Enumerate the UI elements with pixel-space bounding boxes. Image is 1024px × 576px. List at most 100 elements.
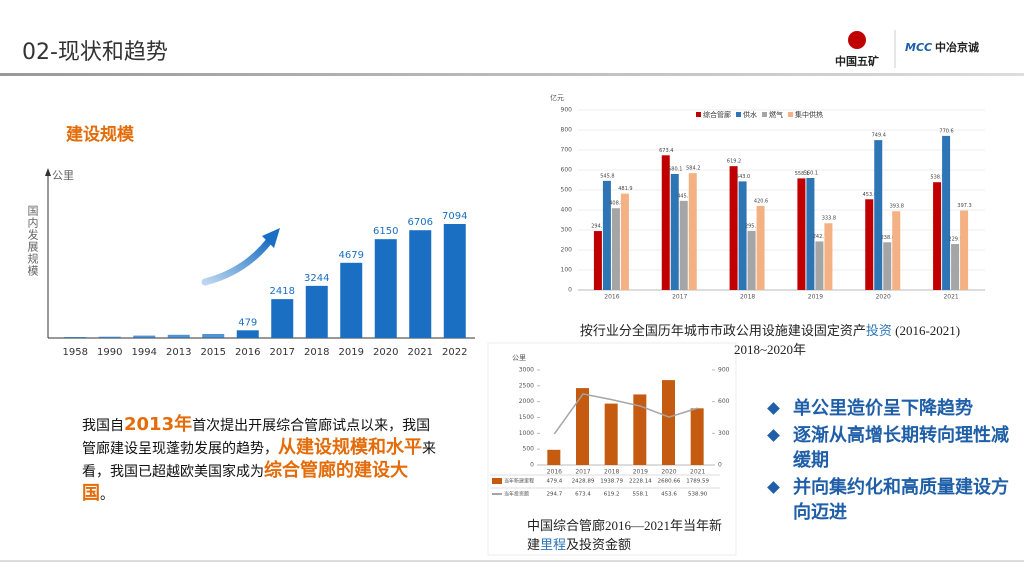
caption-line: 按行业分全国历年城市市政公用设施建设固定资产投资 (2016-2021) <box>520 320 1020 339</box>
slide-title: 02-现状和趋势 <box>22 40 168 65</box>
caption-line: 2018~2020年 <box>733 342 807 357</box>
bar <box>883 242 892 290</box>
bar <box>806 177 815 290</box>
caption-run: 里程 <box>540 537 567 552</box>
table-cell: 453.6 <box>661 492 677 498</box>
x-tick-label: 2018 <box>604 469 619 476</box>
bar <box>409 230 432 338</box>
x-tick-label: 2021 <box>408 347 433 358</box>
x-tick-label: 2019 <box>339 347 364 358</box>
y-tick-label: 400 <box>561 207 573 214</box>
x-tick-label: 1958 <box>63 347 88 358</box>
x-tick-label: 1990 <box>97 347 122 358</box>
data-label: 560.1 <box>804 170 818 176</box>
y2-tick-label: 0 <box>718 462 722 469</box>
data-label: 242.7 <box>813 234 827 240</box>
data-label: 543.0 <box>736 174 750 180</box>
bullet-list: 单公里造价呈下降趋势 逐渐从高增长期转向理性减缓期 并向集约化和高质量建设方向迈进 <box>765 396 1020 527</box>
y-tick-label: 1000 <box>519 430 534 437</box>
data-label: 397.3 <box>957 203 971 209</box>
bar <box>576 388 589 465</box>
bar <box>167 334 190 338</box>
data-label: 538.9 <box>930 175 944 181</box>
bar <box>202 333 225 338</box>
x-tick-label: 2019 <box>808 294 823 301</box>
x-tick-label: 2016 <box>547 469 562 476</box>
y2-tick-label: 300 <box>718 430 730 437</box>
bar <box>933 182 942 290</box>
bar <box>738 181 747 290</box>
y2-tick-label: 600 <box>718 398 730 405</box>
data-label: 333.8 <box>822 216 836 222</box>
data-label: 479 <box>238 317 257 328</box>
footer-rule <box>0 560 1024 562</box>
section-title: 建设规模 <box>66 125 134 145</box>
y-tick-label: 0 <box>568 287 572 294</box>
legend-swatch <box>762 112 767 117</box>
trend-arrow <box>201 236 274 286</box>
x-tick-label: 2018 <box>304 347 329 358</box>
bar <box>133 335 156 338</box>
bar <box>305 285 328 338</box>
y-unit: 公里 <box>52 169 74 182</box>
table-cell: 538.90 <box>688 492 708 498</box>
x-tick-label: 2022 <box>442 347 467 358</box>
bar <box>824 223 833 290</box>
table-cell: 619.2 <box>604 492 620 498</box>
x-tick-label: 2020 <box>661 469 676 476</box>
data-label: 7094 <box>442 211 467 222</box>
legend-label: 当年新建里程 <box>504 478 534 485</box>
legend-label: 集中供热 <box>795 110 823 119</box>
caption: 中国综合管廊2016—2021年当年新建里程及投资金额 <box>527 515 727 553</box>
legend-label: 综合管廊 <box>703 110 731 119</box>
data-label: 294.7 <box>591 224 605 230</box>
bar <box>729 166 738 290</box>
bar <box>747 230 756 290</box>
bar <box>815 241 824 290</box>
data-label: 295.1 <box>745 223 759 229</box>
y-tick-label: 1500 <box>519 414 534 421</box>
x-tick-label: 2016 <box>604 294 619 301</box>
bar <box>662 380 675 465</box>
data-label: 393.8 <box>890 204 904 210</box>
text-run: 。 <box>100 487 114 503</box>
x-tick-label: 2021 <box>943 294 958 301</box>
y-axis-label: 国内发展规模 <box>26 205 39 277</box>
x-tick-label: 2013 <box>166 347 191 358</box>
y-tick-label: 0 <box>530 462 534 469</box>
legend-swatch <box>736 112 741 117</box>
logo-mark: MCC <box>905 41 932 54</box>
caption: 按行业分全国历年城市市政公用设施建设固定资产投资 (2016-2021) 2018… <box>520 320 1020 358</box>
emphasis: 综合管廊的建设大国 <box>82 460 408 504</box>
bar <box>340 262 363 338</box>
data-label: 6150 <box>373 226 398 237</box>
caption-run: 中国综合管廊2016—2021年当年 <box>527 518 710 533</box>
y-tick-label: 500 <box>561 187 573 194</box>
bar <box>797 178 806 290</box>
legend-swatch <box>788 112 793 117</box>
bar <box>951 244 960 290</box>
table-cell: 2228.14 <box>629 479 652 485</box>
legend-label: 当年投资额 <box>504 491 529 498</box>
x-tick-label: 1994 <box>132 347 157 358</box>
table-cell: 294.7 <box>546 492 562 498</box>
data-label: 558.1 <box>795 171 809 177</box>
y-tick-label: 800 <box>561 127 573 134</box>
data-label: 453.6 <box>863 192 877 198</box>
table-cell: 479.4 <box>546 479 562 485</box>
bar <box>679 200 688 290</box>
emphasis: 2013年 <box>124 414 193 435</box>
table-cell: 2680.66 <box>658 479 681 485</box>
x-tick-label: 2015 <box>201 347 226 358</box>
text-run: 来看，我国已超越欧美国家成为 <box>82 441 436 480</box>
bar <box>960 210 969 290</box>
caption-run: (2016-2021) <box>891 323 961 338</box>
data-label: 770.6 <box>939 128 953 134</box>
x-tick-label: 2021 <box>690 469 705 476</box>
text-run: 首次提出开展综合管廊试点以来，我国管廊建设呈现蓬勃发展的趋势， <box>82 418 431 457</box>
data-label: 2418 <box>270 286 295 297</box>
y-tick-label: 200 <box>561 247 573 254</box>
caption-run: 新建 <box>527 518 723 552</box>
y-tick-label: 3000 <box>519 367 534 374</box>
